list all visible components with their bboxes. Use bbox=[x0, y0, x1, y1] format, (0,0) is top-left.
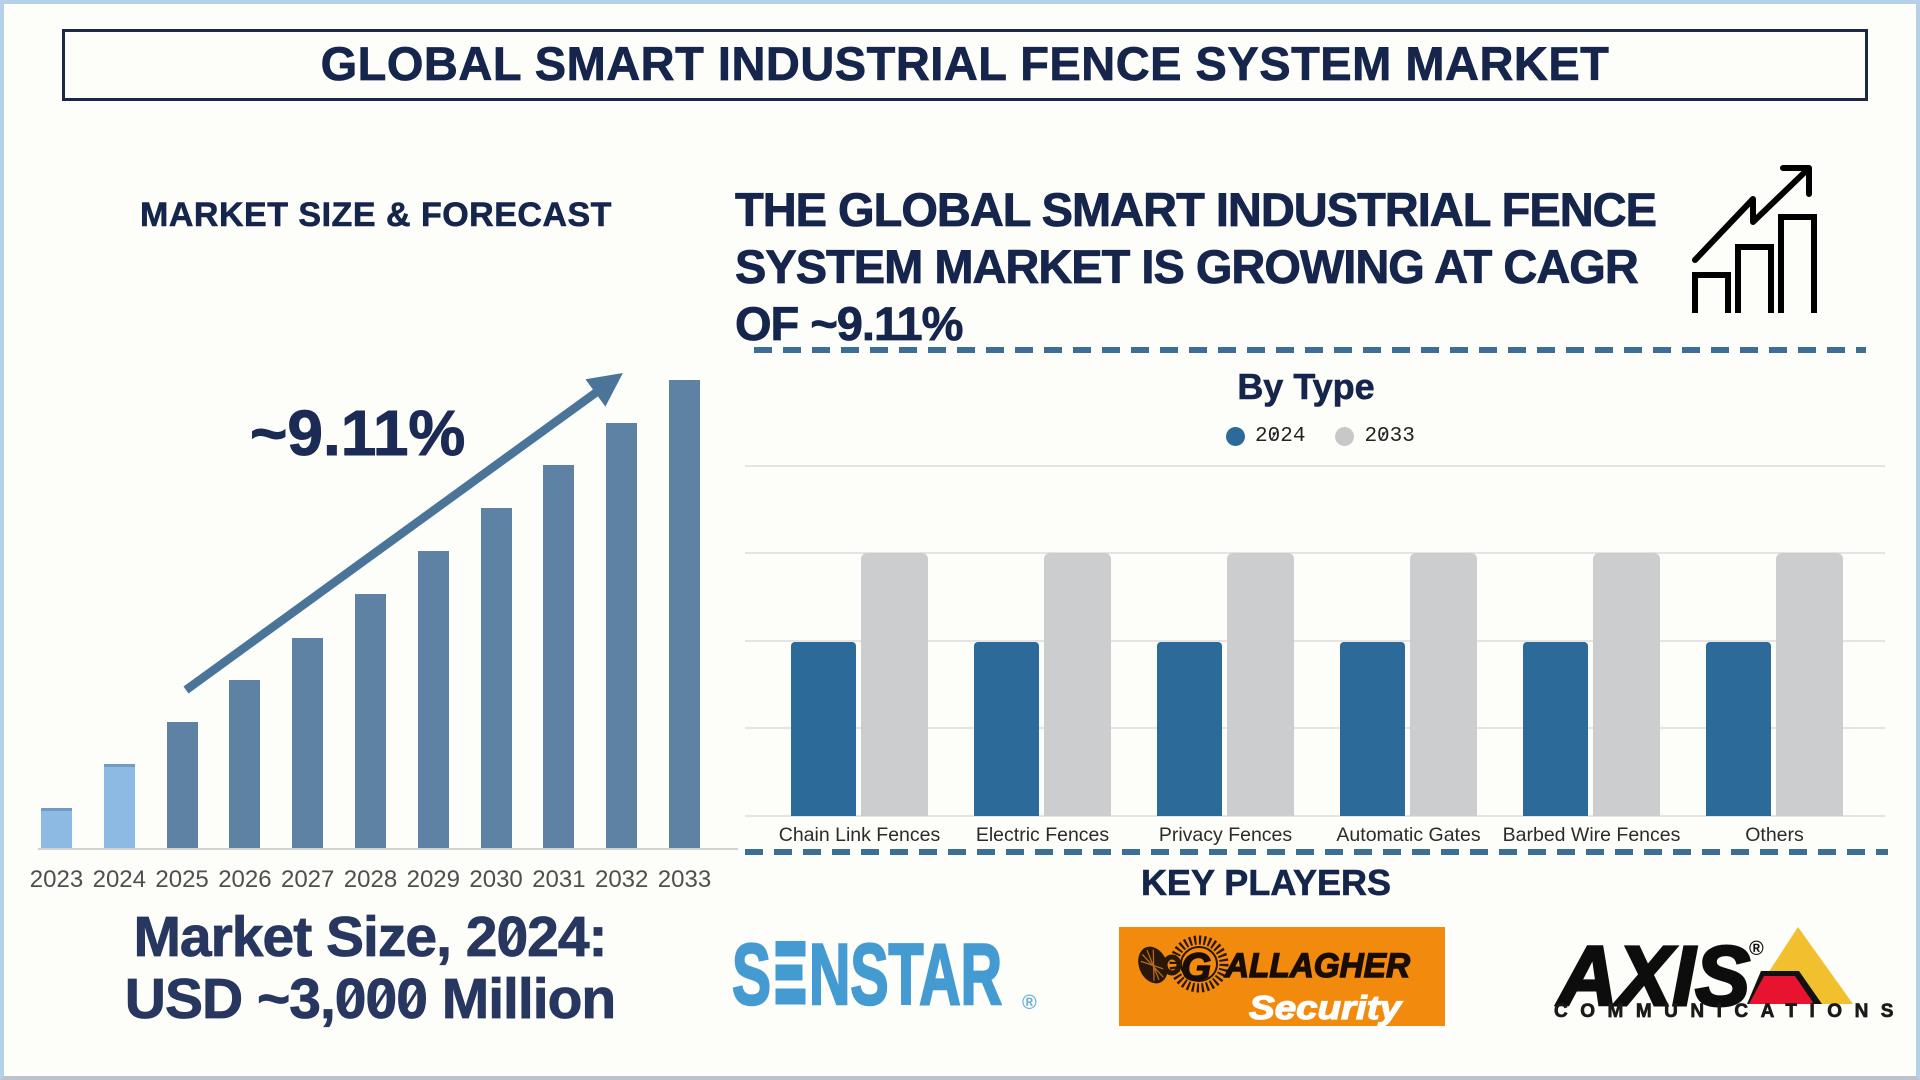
svg-text:ALLAGHER: ALLAGHER bbox=[1224, 947, 1410, 985]
svg-text:®: ® bbox=[1749, 938, 1764, 960]
svg-text:Security: Security bbox=[1249, 989, 1403, 1026]
svg-text:®: ® bbox=[1022, 992, 1037, 1011]
svg-text:G: G bbox=[1181, 946, 1211, 989]
svg-text:S: S bbox=[732, 941, 771, 1011]
svg-text:AXIS: AXIS bbox=[1556, 929, 1750, 1023]
svg-text:NSTAR: NSTAR bbox=[809, 941, 1002, 1011]
